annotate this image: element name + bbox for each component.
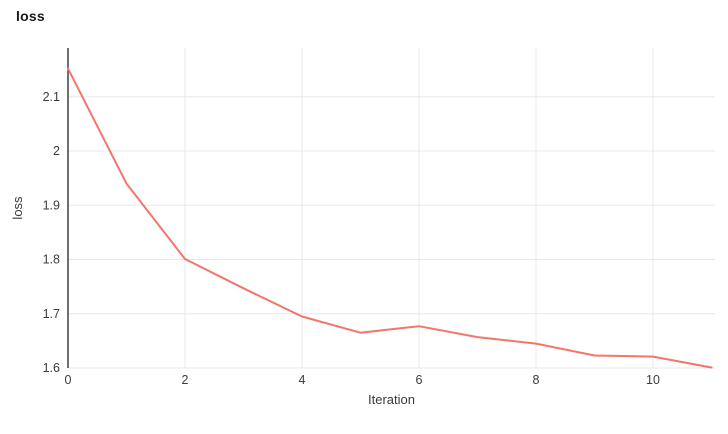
svg-text:1.9: 1.9	[43, 198, 60, 212]
svg-text:8: 8	[533, 373, 540, 387]
svg-text:loss: loss	[10, 196, 25, 220]
gridlines	[67, 48, 715, 369]
y-axis-tick-labels: 1.6 1.7 1.8 1.9 2 2.1	[43, 90, 60, 375]
svg-text:1.8: 1.8	[43, 253, 60, 267]
svg-text:2.1: 2.1	[43, 90, 60, 104]
svg-text:2: 2	[53, 144, 60, 158]
svg-text:1.6: 1.6	[43, 361, 60, 375]
svg-text:6: 6	[416, 373, 423, 387]
svg-text:0: 0	[65, 373, 72, 387]
svg-text:2: 2	[182, 373, 189, 387]
svg-text:Iteration: Iteration	[368, 392, 415, 407]
svg-text:10: 10	[646, 373, 660, 387]
svg-text:4: 4	[299, 373, 306, 387]
chart-title: loss	[16, 8, 45, 24]
loss-series-line[interactable]	[67, 67, 713, 369]
svg-text:1.7: 1.7	[43, 307, 60, 321]
axis-titles: Iteration loss	[10, 196, 415, 407]
x-axis-tick-labels: 0 2 4 6 8 10	[65, 373, 660, 387]
